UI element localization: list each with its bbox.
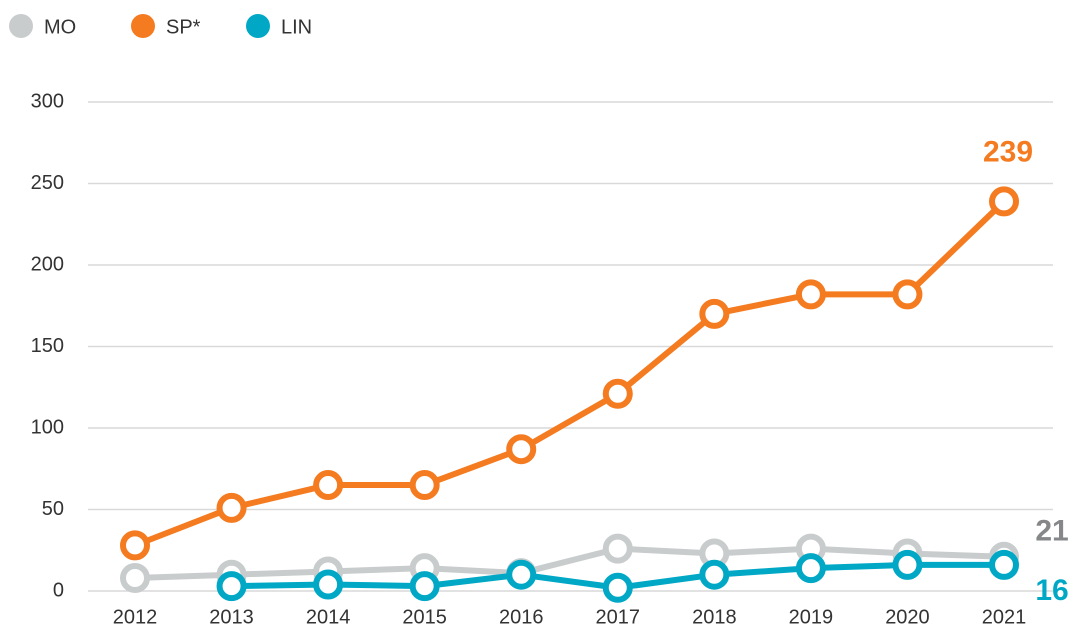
- point-marker: [892, 549, 923, 580]
- x-tick-label: 2014: [306, 606, 351, 628]
- point-marker: [120, 562, 150, 593]
- data-label: 21: [1035, 515, 1068, 548]
- point-marker: [216, 492, 247, 523]
- x-tick-label: 2017: [596, 606, 641, 628]
- legend-swatch: [9, 14, 33, 38]
- y-tick-label: 200: [31, 253, 64, 275]
- point-marker: [795, 279, 826, 310]
- point-marker: [892, 279, 923, 310]
- y-tick-label: 0: [53, 579, 64, 601]
- x-tick-label: 2016: [499, 606, 544, 628]
- x-tick-label: 2020: [885, 606, 930, 628]
- y-tick-label: 50: [42, 498, 64, 520]
- x-tick-label: 2018: [692, 606, 737, 628]
- point-marker: [602, 533, 633, 564]
- y-tick-label: 100: [31, 416, 64, 438]
- point-marker: [602, 572, 633, 603]
- y-tick-label: 250: [31, 172, 64, 194]
- point-marker: [699, 559, 730, 590]
- legend-swatch: [131, 14, 155, 38]
- y-tick-label: 150: [31, 335, 64, 357]
- data-label: 16: [1035, 574, 1068, 607]
- data-label: 239: [983, 135, 1033, 168]
- point-marker: [989, 186, 1019, 217]
- point-marker: [602, 378, 633, 409]
- point-marker: [216, 571, 247, 602]
- legend-swatch: [246, 14, 270, 38]
- point-marker: [699, 298, 730, 329]
- x-tick-label: 2021: [982, 606, 1027, 628]
- legend-label: LIN: [281, 16, 312, 38]
- point-marker: [989, 549, 1019, 580]
- point-marker: [313, 470, 344, 501]
- point-marker: [313, 569, 344, 600]
- series-line: [133, 199, 1007, 549]
- series-line: [134, 545, 1005, 581]
- point-marker: [409, 470, 440, 501]
- legend-label: MO: [44, 16, 76, 38]
- y-tick-label: 300: [31, 90, 64, 112]
- point-marker: [120, 530, 150, 561]
- legend-label: SP*: [166, 16, 201, 38]
- point-marker: [409, 571, 440, 602]
- point-marker: [795, 553, 826, 584]
- x-tick-label: 2012: [113, 606, 158, 628]
- point-marker: [506, 434, 537, 465]
- x-tick-label: 2015: [402, 606, 447, 628]
- x-tick-label: 2013: [209, 606, 254, 628]
- point-marker: [506, 559, 537, 590]
- x-tick-label: 2019: [789, 606, 834, 628]
